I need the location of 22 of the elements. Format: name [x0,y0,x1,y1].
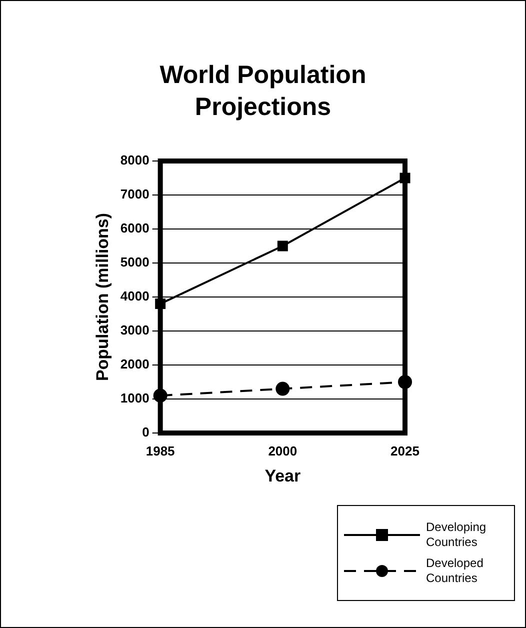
y-tick-label: 8000 [120,152,150,168]
y-tick-label: 3000 [120,322,150,338]
y-tick-label: 0 [142,424,150,440]
y-tick-label: 7000 [120,186,150,202]
point [155,298,166,310]
x-tick-label: 1985 [146,443,175,458]
text: Developing Countries [426,520,488,550]
x-tick-label: 2025 [390,443,420,458]
y-tick-label: 2000 [120,356,150,372]
chart-title: World Population Projections [158,60,368,123]
text: Developed Countries [426,556,484,586]
point [400,172,410,184]
point [398,375,412,389]
point [276,382,290,396]
y-tick-label: 6000 [120,220,150,236]
y-tick-label: 1000 [120,390,150,406]
x-tick-label: 2000 [268,443,298,458]
y-tick-label: 4000 [120,288,150,304]
x-axis-title: Year [264,466,301,486]
point [277,240,288,252]
y-axis-title: Population (millions) [92,212,112,382]
y-tick-label: 5000 [120,254,150,270]
